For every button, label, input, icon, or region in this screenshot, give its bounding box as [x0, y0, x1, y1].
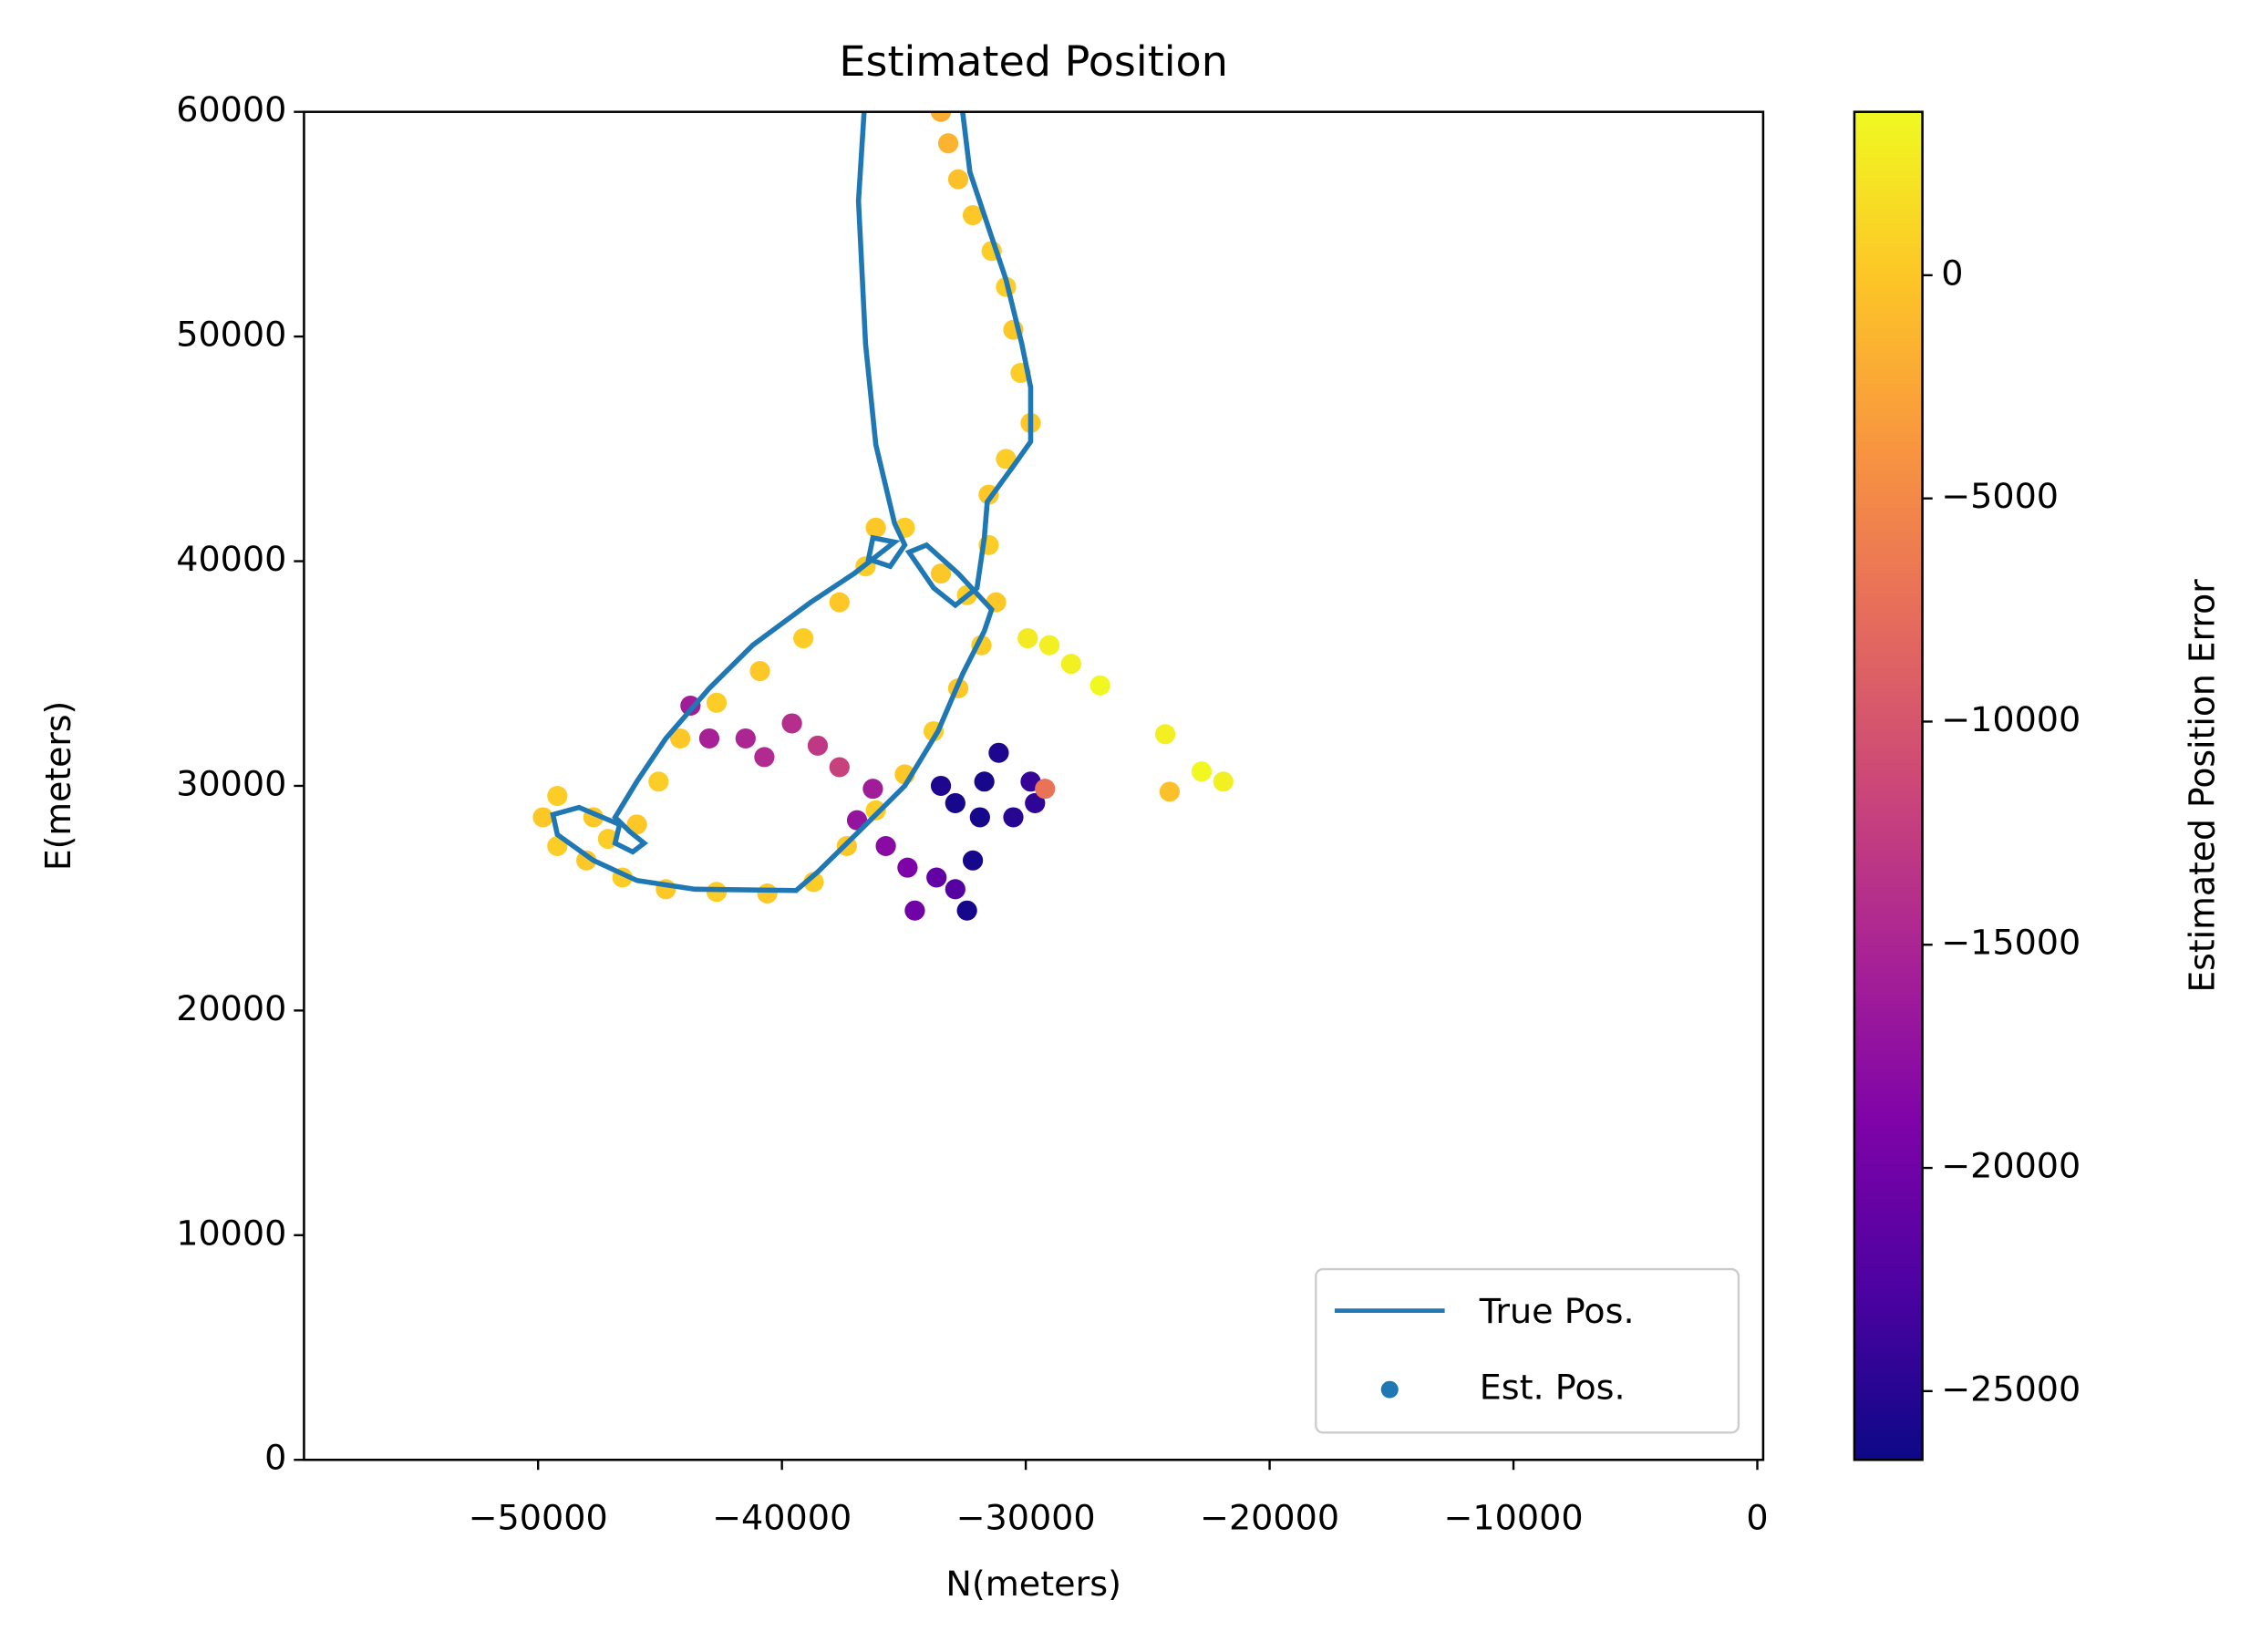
estimate-point [793, 628, 814, 649]
estimate-point [945, 792, 965, 813]
estimate-point [829, 592, 850, 613]
colorbar-label: Estimated Position Error [2183, 579, 2223, 993]
estimate-point [1089, 675, 1110, 696]
estimate-point [626, 814, 647, 835]
estimate-point [749, 661, 770, 682]
legend: True Pos. Est. Pos. [1315, 1267, 1740, 1434]
colorbar-tick-label: −15000 [1941, 923, 2081, 963]
chart-title: Estimated Position [839, 36, 1228, 86]
estimate-point [962, 850, 984, 871]
estimate-point [1191, 761, 1213, 782]
estimate-point [754, 747, 775, 768]
y-tick-label: 0 [264, 1438, 286, 1478]
estimate-point [547, 786, 568, 807]
estimate-point [1213, 771, 1234, 792]
colorbar-tick-label: −10000 [1941, 699, 2081, 739]
estimate-point [897, 857, 918, 878]
estimate-point [930, 111, 952, 122]
estimate-point [706, 692, 728, 713]
x-tick-label: 0 [1746, 1498, 1768, 1538]
estimate-point [670, 728, 691, 749]
estimate-point [698, 728, 720, 749]
estimate-point [1159, 781, 1181, 802]
estimate-point [532, 807, 553, 828]
colorbar-tick-label: −5000 [1941, 476, 2059, 516]
estimate-point [648, 771, 669, 792]
estimate-point [865, 800, 886, 821]
estimate-point [781, 713, 802, 734]
y-tick-label: 60000 [176, 89, 286, 129]
estimate-point [947, 169, 969, 190]
y-tick-label: 40000 [176, 539, 286, 579]
estimate-point [1025, 792, 1046, 813]
colorbar-tick-label: 0 [1941, 253, 1963, 293]
estimate-point [1017, 628, 1038, 649]
x-tick-label: −20000 [1200, 1498, 1339, 1538]
estimate-point [1003, 807, 1024, 828]
estimate-point [904, 900, 925, 921]
estimate-point [1035, 779, 1056, 800]
estimate-point [974, 771, 995, 792]
y-tick-label: 10000 [176, 1213, 286, 1253]
colorbar-tick-label: −20000 [1941, 1146, 2081, 1186]
estimate-point [988, 742, 1009, 763]
x-tick-label: −30000 [956, 1498, 1096, 1538]
estimate-point [862, 779, 883, 800]
estimate-point [930, 775, 952, 796]
plot-area [532, 111, 1234, 921]
estimate-point [757, 883, 778, 904]
true-position-line [550, 111, 1034, 893]
estimate-point [956, 900, 977, 921]
x-tick-label: −40000 [712, 1498, 852, 1538]
legend-marker [1380, 1380, 1399, 1399]
legend-label: True Pos. [1479, 1291, 1635, 1331]
x-tick-label: −50000 [469, 1498, 608, 1538]
y-tick-label: 30000 [176, 764, 286, 804]
estimate-point [926, 867, 947, 888]
estimate-point [945, 879, 965, 900]
estimate-point [576, 850, 597, 871]
estimate-point [1060, 654, 1081, 675]
y-tick-label: 20000 [176, 988, 286, 1028]
legend-label: Est. Pos. [1480, 1368, 1626, 1408]
colorbar [1853, 110, 1924, 1461]
estimate-point [937, 133, 959, 154]
colorbar-tick-label: −25000 [1941, 1368, 2081, 1409]
estimate-point [807, 735, 829, 756]
x-tick-label: −10000 [1444, 1498, 1584, 1538]
estimate-point [969, 807, 990, 828]
y-tick-label: 50000 [176, 315, 286, 355]
estimate-point [1038, 635, 1060, 656]
x-axis-label: N(meters) [945, 1564, 1121, 1604]
estimate-point [875, 835, 896, 857]
y-axis-label: E(meters) [38, 701, 78, 871]
estimate-point [865, 517, 886, 538]
estimate-point [735, 728, 756, 749]
estimate-point [829, 757, 850, 778]
estimate-point [996, 449, 1017, 470]
estimate-point [930, 563, 952, 584]
estimate-point [1154, 724, 1176, 745]
estimate-point [962, 205, 984, 226]
